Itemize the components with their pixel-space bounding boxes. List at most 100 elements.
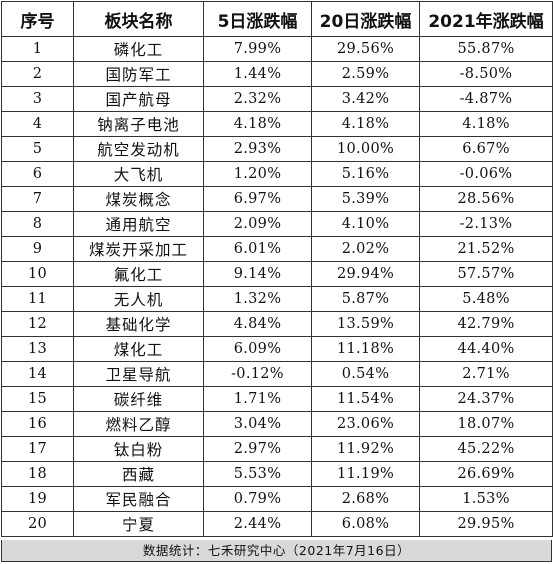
sector-name: 钠离子电池	[73, 111, 204, 137]
row-index: 16	[1, 411, 74, 437]
table-row: 2 国防军工 1.44% 2.59% -8.50%	[1, 61, 553, 87]
change-2021: 1.53%	[419, 486, 553, 512]
sector-name: 航空发动机	[73, 136, 204, 162]
table-row: 11 无人机 1.32% 5.87% 5.48%	[1, 286, 553, 312]
row-index: 19	[1, 486, 74, 512]
change-20day: 29.56%	[311, 36, 420, 62]
change-20day: 2.02%	[311, 236, 420, 262]
sector-name: 氟化工	[73, 261, 204, 287]
sector-name: 碳纤维	[73, 386, 204, 412]
change-5day: 2.44%	[203, 511, 312, 537]
row-index: 2	[1, 61, 74, 87]
sector-name: 煤炭开采加工	[73, 236, 204, 262]
change-5day: 6.09%	[203, 336, 312, 362]
table-row: 4 钠离子电池 4.18% 4.18% 4.18%	[1, 111, 553, 137]
table-row: 9 煤炭开采加工 6.01% 2.02% 21.52%	[1, 236, 553, 262]
table-row: 12 基础化学 4.84% 13.59% 42.79%	[1, 311, 553, 337]
source-footer: 数据统计：七禾研究中心（2021年7月16日）	[1, 540, 552, 562]
sector-name: 国防军工	[73, 61, 204, 87]
change-20day: 5.16%	[311, 161, 420, 187]
change-2021: 26.69%	[419, 461, 553, 487]
sector-name: 宁夏	[73, 511, 204, 537]
table-row: 6 大飞机 1.20% 5.16% -0.06%	[1, 161, 553, 187]
change-2021: 24.37%	[419, 386, 553, 412]
change-5day: 7.99%	[203, 36, 312, 62]
change-2021: 55.87%	[419, 36, 553, 62]
sector-name: 大飞机	[73, 161, 204, 187]
table-row: 14 卫星导航 -0.12% 0.54% 2.71%	[1, 361, 553, 387]
change-2021: 42.79%	[419, 311, 553, 337]
sector-name: 钛白粉	[73, 436, 204, 462]
change-20day: 11.54%	[311, 386, 420, 412]
change-5day: 2.93%	[203, 136, 312, 162]
sector-name: 煤炭概念	[73, 186, 204, 212]
change-5day: -0.12%	[203, 361, 312, 387]
table-row: 16 燃料乙醇 3.04% 23.06% 18.07%	[1, 411, 553, 437]
sector-name: 燃料乙醇	[73, 411, 204, 437]
change-20day: 10.00%	[311, 136, 420, 162]
change-5day: 4.84%	[203, 311, 312, 337]
row-index: 5	[1, 136, 74, 162]
row-index: 4	[1, 111, 74, 137]
change-2021: 44.40%	[419, 336, 553, 362]
table-row: 3 国产航母 2.32% 3.42% -4.87%	[1, 86, 553, 112]
change-2021: 57.57%	[419, 261, 553, 287]
change-20day: 13.59%	[311, 311, 420, 337]
row-index: 17	[1, 436, 74, 462]
change-2021: -8.50%	[419, 61, 553, 87]
change-2021: 45.22%	[419, 436, 553, 462]
change-20day: 29.94%	[311, 261, 420, 287]
sector-name: 磷化工	[73, 36, 204, 62]
table-row: 13 煤化工 6.09% 11.18% 44.40%	[1, 336, 553, 362]
change-5day: 1.71%	[203, 386, 312, 412]
change-20day: 3.42%	[311, 86, 420, 112]
change-2021: 28.56%	[419, 186, 553, 212]
sector-name: 军民融合	[73, 486, 204, 512]
table-row: 17 钛白粉 2.97% 11.92% 45.22%	[1, 436, 553, 462]
change-20day: 11.19%	[311, 461, 420, 487]
change-2021: 18.07%	[419, 411, 553, 437]
row-index: 12	[1, 311, 74, 337]
table-row: 8 通用航空 2.09% 4.10% -2.13%	[1, 211, 553, 237]
change-20day: 6.08%	[311, 511, 420, 537]
change-5day: 2.97%	[203, 436, 312, 462]
change-2021: -2.13%	[419, 211, 553, 237]
change-5day: 1.44%	[203, 61, 312, 87]
change-2021: 6.67%	[419, 136, 553, 162]
change-20day: 5.87%	[311, 286, 420, 312]
change-20day: 4.10%	[311, 211, 420, 237]
header-20day-change: 20日涨跌幅	[311, 1, 420, 37]
sector-name: 国产航母	[73, 86, 204, 112]
row-index: 6	[1, 161, 74, 187]
change-2021: -0.06%	[419, 161, 553, 187]
change-20day: 2.68%	[311, 486, 420, 512]
table-row: 10 氟化工 9.14% 29.94% 57.57%	[1, 261, 553, 287]
row-index: 7	[1, 186, 74, 212]
change-5day: 6.01%	[203, 236, 312, 262]
change-5day: 1.32%	[203, 286, 312, 312]
header-5day-change: 5日涨跌幅	[203, 1, 312, 37]
change-20day: 0.54%	[311, 361, 420, 387]
row-index: 14	[1, 361, 74, 387]
change-5day: 2.09%	[203, 211, 312, 237]
sector-name: 卫星导航	[73, 361, 204, 387]
row-index: 8	[1, 211, 74, 237]
change-20day: 2.59%	[311, 61, 420, 87]
table-row: 5 航空发动机 2.93% 10.00% 6.67%	[1, 136, 553, 162]
header-2021-change: 2021年涨跌幅	[419, 1, 553, 37]
table-row: 19 军民融合 0.79% 2.68% 1.53%	[1, 486, 553, 512]
sector-name: 通用航空	[73, 211, 204, 237]
change-2021: 4.18%	[419, 111, 553, 137]
change-2021: 2.71%	[419, 361, 553, 387]
table-row: 7 煤炭概念 6.97% 5.39% 28.56%	[1, 186, 553, 212]
change-5day: 2.32%	[203, 86, 312, 112]
table-row: 15 碳纤维 1.71% 11.54% 24.37%	[1, 386, 553, 412]
row-index: 15	[1, 386, 74, 412]
table-row: 1 磷化工 7.99% 29.56% 55.87%	[1, 36, 553, 62]
header-sector-name: 板块名称	[73, 1, 204, 37]
change-5day: 6.97%	[203, 186, 312, 212]
sector-performance-table: 序号 板块名称 5日涨跌幅 20日涨跌幅 2021年涨跌幅 1 磷化工 7.99% 2…	[1, 1, 553, 537]
change-20day: 5.39%	[311, 186, 420, 212]
row-index: 20	[1, 511, 74, 537]
